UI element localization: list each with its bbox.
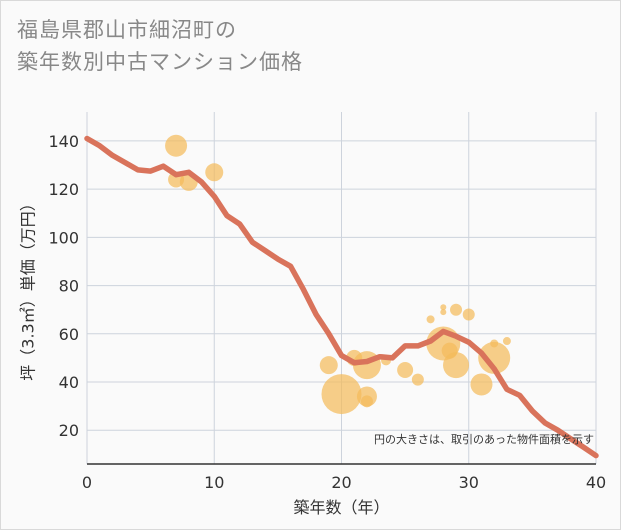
- chart-title-line2: 築年数別中古マンション価格: [17, 50, 303, 74]
- scatter-point: [443, 352, 470, 379]
- y-tick-label: 40: [59, 373, 79, 392]
- x-tick-label: 40: [586, 473, 606, 492]
- y-tick-label: 140: [48, 132, 79, 151]
- x-tick-label: 0: [82, 473, 92, 492]
- x-tick-label: 30: [459, 473, 479, 492]
- scatter-point: [502, 337, 511, 346]
- y-tick-label: 80: [59, 277, 79, 296]
- scatter-point: [440, 304, 447, 311]
- scatter-point: [426, 315, 435, 324]
- x-tick-label: 20: [331, 473, 351, 492]
- scatter-point: [440, 309, 447, 316]
- scatter-point: [470, 373, 493, 396]
- y-tick-label: 20: [59, 421, 79, 440]
- size-annotation: 円の大きさは、取引のあった物件面積を示す: [374, 432, 594, 446]
- trend-line: [84, 135, 599, 459]
- y-axis-label: 坪（3.3㎡）単価（万円）: [19, 195, 38, 380]
- scatter-point: [360, 395, 373, 408]
- scatter-point: [478, 341, 511, 374]
- x-tick-label: 10: [204, 473, 224, 492]
- y-tick-label: 100: [48, 228, 79, 247]
- scatter-point: [165, 134, 188, 157]
- y-tick-label: 120: [48, 180, 79, 199]
- scatter-point: [319, 356, 338, 375]
- scatter-point: [450, 303, 463, 316]
- scatter-point: [462, 308, 475, 321]
- scatter-point: [411, 373, 424, 386]
- chart-title-line1: 福島県郡山市細沼町の: [17, 18, 237, 42]
- chart-title: 福島県郡山市細沼町の 築年数別中古マンション価格: [17, 14, 577, 78]
- y-axis-ticks: 20 40 60 80 100 120 140: [48, 132, 79, 440]
- scatter-point: [397, 361, 414, 378]
- grid-lines: [86, 112, 597, 464]
- y-tick-label: 60: [59, 325, 79, 344]
- scatter-point: [321, 374, 362, 415]
- x-axis-ticks: 0 10 20 30 40: [82, 473, 606, 492]
- scatter-bubbles: [165, 134, 511, 415]
- scatter-point: [205, 163, 224, 182]
- x-axis-label: 築年数（年）: [293, 498, 389, 517]
